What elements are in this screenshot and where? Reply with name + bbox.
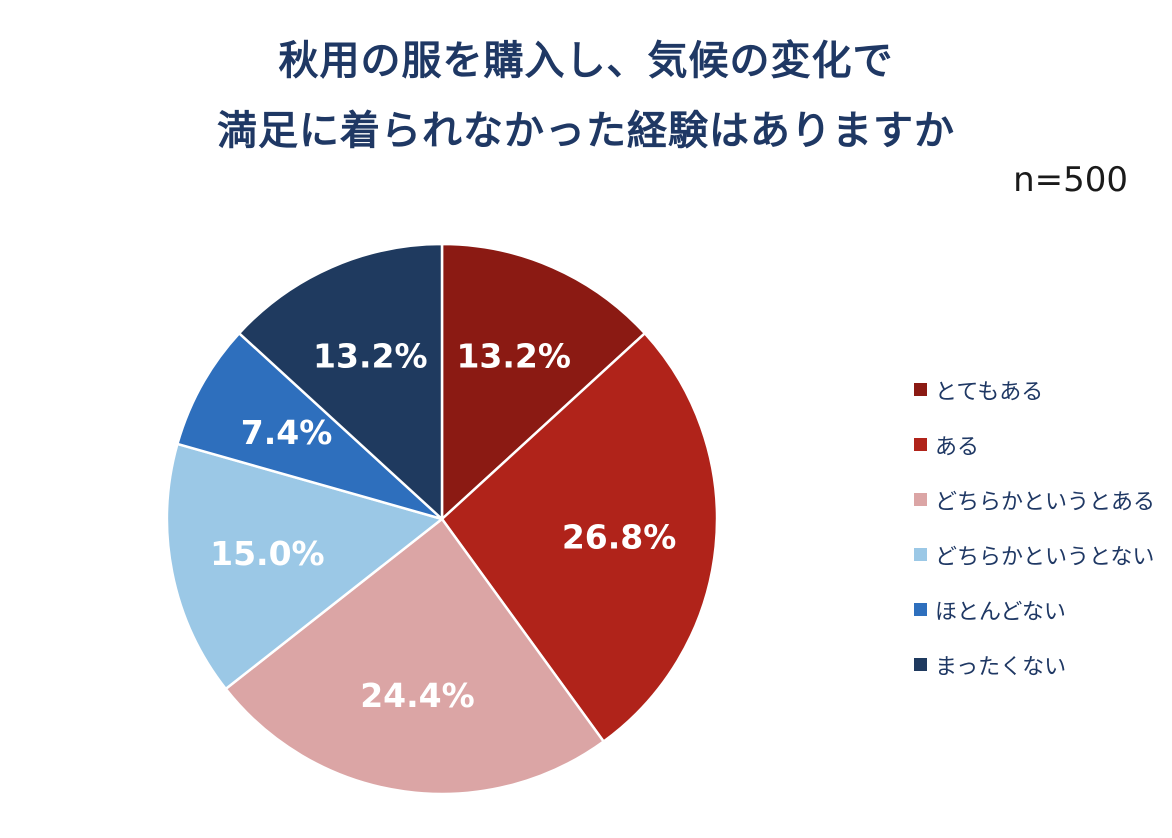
legend-item-2: ある <box>914 417 1155 472</box>
legend-item-1: とてもある <box>914 362 1155 417</box>
slice-value-label-2: 26.8% <box>562 517 677 556</box>
slice-value-label-1: 13.2% <box>456 337 571 376</box>
legend-swatch-4 <box>914 548 927 561</box>
pie-slice-4 <box>165 442 444 691</box>
pie-slice-5 <box>176 332 444 521</box>
legend-label-1: とてもある <box>935 379 1044 405</box>
legend-swatch-5 <box>914 603 927 616</box>
legend-label-2: ある <box>935 434 980 460</box>
pie-slice-1 <box>440 242 647 521</box>
pie-slice-6 <box>237 242 444 521</box>
slice-value-label-5: 7.4% <box>241 413 333 452</box>
chart-title-line-1: 秋用の服を購入し、気候の変化で <box>278 38 894 84</box>
legend-item-6: まったくない <box>914 637 1155 692</box>
chart-title-line-2: 満足に着られなかった経験はありますか <box>217 108 955 154</box>
legend-item-4: どちらかというとない <box>914 527 1155 582</box>
legend-swatch-2 <box>914 438 927 451</box>
legend-swatch-6 <box>914 658 927 671</box>
slice-value-label-3: 24.4% <box>360 676 475 715</box>
legend: とてもあるあるどちらかというとある どちらかというとない ほとんどない まったくない <box>914 362 1155 692</box>
legend-swatch-3 <box>914 493 927 506</box>
pie-slice-3 <box>224 517 605 796</box>
slice-value-label-4: 15.0% <box>210 534 325 573</box>
legend-item-5: ほとんどない <box>914 582 1155 637</box>
legend-swatch-1 <box>914 383 927 396</box>
legend-label-5: ほとんどない <box>935 599 1066 625</box>
legend-label-3: どちらかというとある <box>935 489 1156 515</box>
legend-label-6: まったくない <box>935 654 1067 680</box>
slice-value-label-6: 13.2% <box>313 337 428 376</box>
legend-item-3: どちらかというとある <box>914 472 1155 527</box>
legend-label-4: どちらかというとない <box>935 544 1155 570</box>
pie-slice-2 <box>440 332 719 743</box>
sample-size-label: n=500 <box>1013 160 1128 200</box>
